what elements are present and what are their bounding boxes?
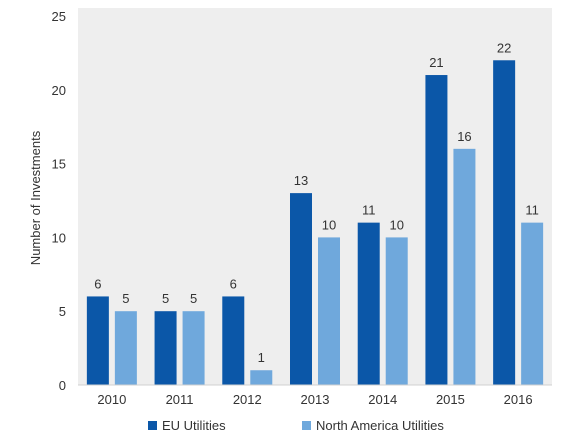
- y-axis: 0 5 10 15 20 25: [52, 9, 66, 393]
- legend-label: North America Utilities: [316, 418, 444, 433]
- legend-swatch: [302, 421, 311, 430]
- y-tick-label: 15: [52, 157, 66, 172]
- y-axis-title: Number of Investments: [28, 130, 43, 265]
- x-tick-label: 2014: [368, 392, 397, 407]
- y-tick-label: 10: [52, 230, 66, 245]
- data-label: 5: [190, 291, 197, 306]
- x-axis: 2010 2011 2012 2013 2014 2015 2016: [78, 384, 552, 407]
- data-label: 22: [497, 40, 511, 55]
- y-tick-label: 20: [52, 83, 66, 98]
- data-label: 10: [389, 217, 403, 232]
- data-label: 11: [525, 203, 539, 218]
- bar-na-2013: [318, 237, 340, 385]
- legend-swatch: [148, 421, 157, 430]
- data-label: 16: [457, 129, 471, 144]
- data-label: 11: [362, 203, 376, 218]
- bar-eu-2013: [290, 193, 312, 385]
- x-tick-label: 2012: [233, 392, 262, 407]
- y-tick-label: 5: [59, 304, 66, 319]
- bar-na-2012: [250, 370, 273, 385]
- y-tick-label: 0: [59, 378, 66, 393]
- bar-eu-2016: [493, 60, 516, 385]
- legend-label: EU Utilities: [162, 418, 226, 433]
- data-label: 6: [94, 276, 101, 291]
- x-tick-label: 2016: [504, 392, 533, 407]
- bar-eu-2015: [425, 75, 448, 385]
- bar-eu-2011: [154, 311, 177, 385]
- y-tick-label: 25: [52, 9, 66, 24]
- plot-area: [78, 8, 552, 385]
- bar-eu-2014: [357, 222, 380, 385]
- x-tick-label: 2011: [166, 392, 194, 407]
- data-label: 5: [122, 291, 129, 306]
- x-tick-label: 2010: [97, 392, 126, 407]
- x-tick-label: 2015: [436, 392, 465, 407]
- bar-na-2014: [385, 237, 408, 385]
- legend: EU Utilities North America Utilities: [148, 418, 444, 433]
- bar-na-2011: [182, 311, 205, 385]
- bar-na-2016: [521, 222, 544, 385]
- data-label: 21: [429, 55, 443, 70]
- data-label: 5: [162, 291, 169, 306]
- data-label: 13: [294, 173, 308, 188]
- bar-eu-2010: [86, 296, 109, 385]
- bar-na-2015: [453, 148, 476, 385]
- data-label: 1: [258, 350, 265, 365]
- plot-background: [78, 8, 552, 385]
- data-label: 6: [230, 276, 237, 291]
- bar-eu-2012: [222, 296, 245, 385]
- bars: 6 5 5 5 6 1 13 10 11 10 21 16 22 11: [86, 40, 544, 385]
- bar-na-2010: [114, 311, 137, 385]
- x-tick-label: 2013: [301, 392, 330, 407]
- data-label: 10: [322, 217, 336, 232]
